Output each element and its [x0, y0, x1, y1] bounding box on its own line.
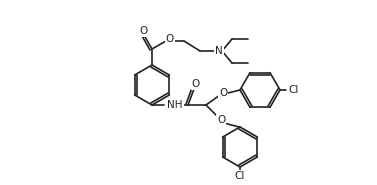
Text: O: O: [192, 79, 200, 89]
Text: Cl: Cl: [288, 85, 298, 95]
Text: O: O: [219, 88, 227, 98]
Text: O: O: [140, 26, 148, 36]
Text: N: N: [215, 46, 223, 56]
Text: Cl: Cl: [235, 171, 245, 181]
Text: O: O: [166, 34, 174, 44]
Text: NH: NH: [167, 100, 182, 110]
Text: O: O: [217, 115, 225, 125]
